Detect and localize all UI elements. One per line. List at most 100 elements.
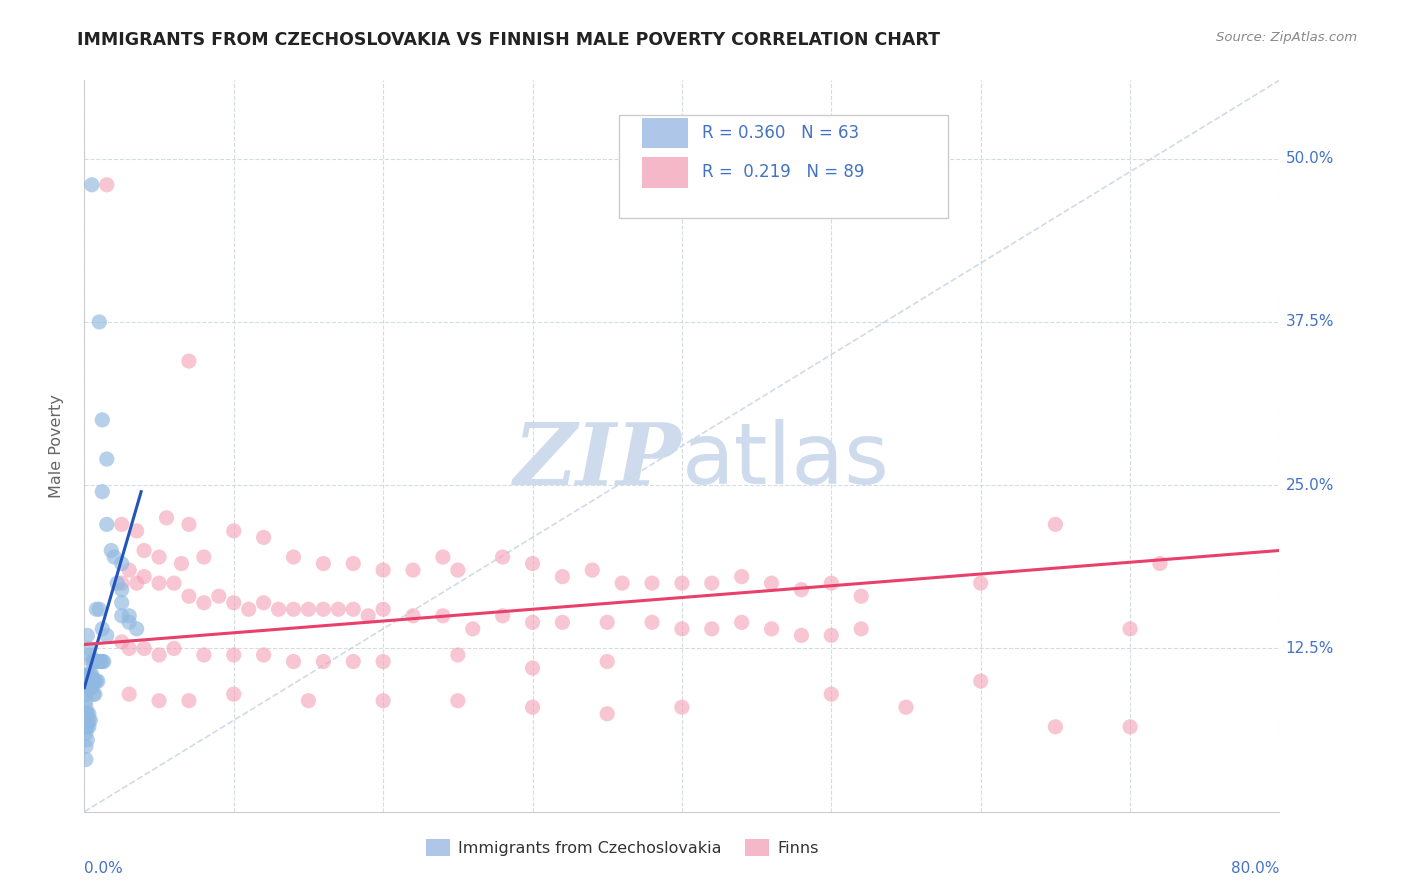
Point xyxy=(447,563,470,577)
Point xyxy=(373,602,395,616)
Point xyxy=(76,732,98,747)
Point xyxy=(132,543,156,558)
Point xyxy=(641,576,664,591)
Point xyxy=(76,706,98,721)
Point xyxy=(125,576,148,591)
Bar xyxy=(643,118,688,148)
Point xyxy=(267,602,290,616)
Point xyxy=(312,557,335,571)
Point xyxy=(82,655,104,669)
Point xyxy=(163,576,186,591)
Point xyxy=(612,576,634,591)
Point xyxy=(148,694,170,708)
Point xyxy=(253,648,276,662)
Point xyxy=(111,576,134,591)
Point xyxy=(80,178,103,192)
Legend: Immigrants from Czechoslovakia, Finns: Immigrants from Czechoslovakia, Finns xyxy=(419,833,825,863)
Point xyxy=(297,602,319,616)
Point xyxy=(118,687,141,701)
Point xyxy=(77,681,100,695)
Point xyxy=(461,622,484,636)
Point xyxy=(402,608,425,623)
Point xyxy=(79,667,101,681)
Point xyxy=(75,687,97,701)
Point xyxy=(283,655,305,669)
Point xyxy=(86,655,108,669)
Point xyxy=(596,615,619,630)
Point xyxy=(111,608,134,623)
Point xyxy=(253,530,276,544)
Point xyxy=(1045,517,1067,532)
Point xyxy=(1119,622,1142,636)
Point xyxy=(731,569,754,583)
Text: R = 0.360   N = 63: R = 0.360 N = 63 xyxy=(702,124,859,142)
Point xyxy=(761,576,783,591)
Point xyxy=(77,667,100,681)
Point xyxy=(312,655,335,669)
Point xyxy=(132,641,156,656)
Point xyxy=(76,628,98,642)
Point xyxy=(77,720,100,734)
Point xyxy=(82,674,104,689)
Point xyxy=(193,596,215,610)
Point xyxy=(790,628,813,642)
Point xyxy=(357,608,380,623)
Point xyxy=(111,596,134,610)
Point xyxy=(75,752,97,766)
Point xyxy=(522,700,544,714)
Point xyxy=(91,484,114,499)
Point xyxy=(89,315,111,329)
Point xyxy=(111,635,134,649)
Point xyxy=(551,569,574,583)
Point xyxy=(170,557,193,571)
Point xyxy=(132,569,156,583)
Point xyxy=(75,706,97,721)
Point xyxy=(75,720,97,734)
Point xyxy=(77,714,100,728)
Point xyxy=(75,694,97,708)
Point xyxy=(111,557,134,571)
Point xyxy=(83,655,105,669)
Point xyxy=(118,608,141,623)
Point xyxy=(596,655,619,669)
Point xyxy=(700,576,723,591)
Point xyxy=(89,602,111,616)
Point xyxy=(193,648,215,662)
Point xyxy=(75,700,97,714)
Text: 12.5%: 12.5% xyxy=(1285,641,1334,656)
FancyBboxPatch shape xyxy=(619,115,949,218)
Point xyxy=(222,648,245,662)
Text: 25.0%: 25.0% xyxy=(1285,478,1334,492)
Point xyxy=(700,622,723,636)
Point xyxy=(581,563,603,577)
Point xyxy=(125,622,148,636)
Point xyxy=(447,648,470,662)
Point xyxy=(100,543,122,558)
Point xyxy=(820,576,842,591)
Y-axis label: Male Poverty: Male Poverty xyxy=(49,394,63,498)
Point xyxy=(222,687,245,701)
Point xyxy=(177,517,200,532)
Point xyxy=(790,582,813,597)
Point xyxy=(75,726,97,740)
Point xyxy=(125,524,148,538)
Point xyxy=(731,615,754,630)
Point xyxy=(1045,720,1067,734)
Point xyxy=(671,622,693,636)
Point xyxy=(894,700,917,714)
Point xyxy=(79,681,101,695)
Point xyxy=(1149,557,1171,571)
Text: 80.0%: 80.0% xyxy=(1232,862,1279,876)
Point xyxy=(522,615,544,630)
Point xyxy=(208,589,231,603)
Point xyxy=(83,687,105,701)
Point xyxy=(96,628,118,642)
Point xyxy=(79,648,101,662)
Point xyxy=(148,576,170,591)
Point xyxy=(342,655,364,669)
Point xyxy=(76,720,98,734)
Point xyxy=(432,549,454,564)
Point xyxy=(238,602,260,616)
Point xyxy=(75,739,97,754)
Point xyxy=(342,602,364,616)
